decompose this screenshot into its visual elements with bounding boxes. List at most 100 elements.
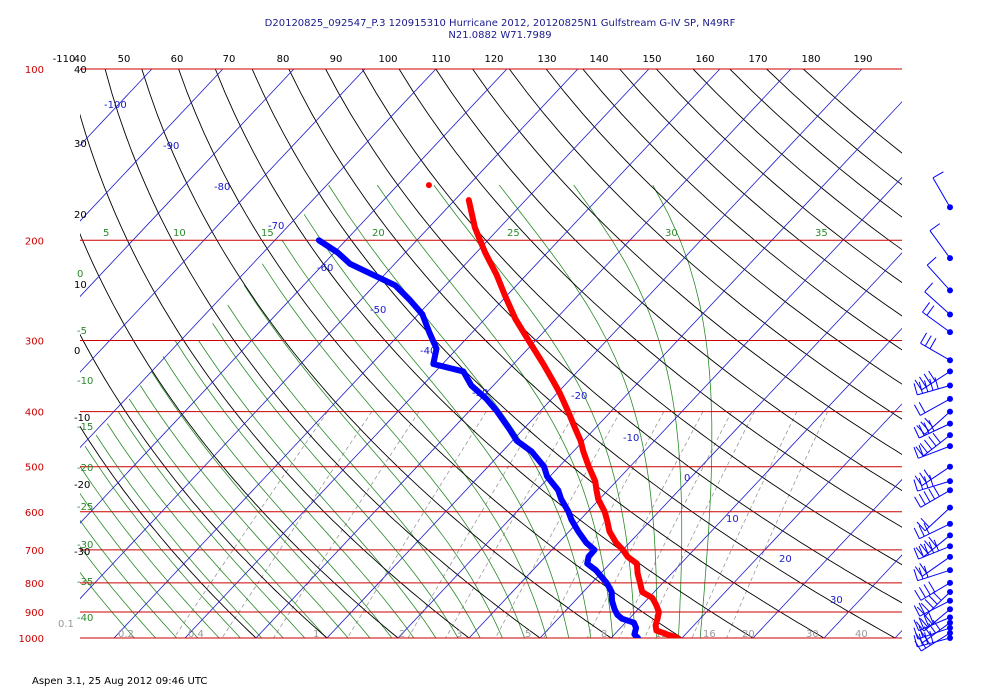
temperature-profile — [465, 197, 681, 638]
dry-adiabat — [398, 69, 902, 528]
wind-barb-staff — [929, 230, 951, 259]
mixing-ratio-line — [407, 411, 542, 638]
wind-barb — [913, 443, 953, 459]
wind-barb-staff — [922, 311, 951, 333]
wind-barb-staff — [924, 291, 951, 315]
wind-barb-staff — [920, 342, 951, 361]
wind-barb-feather — [924, 632, 929, 645]
isotherm — [468, 176, 902, 638]
wind-barb-feather — [924, 540, 933, 551]
mixing-ratio-label: 30 — [806, 629, 819, 640]
wind-barb-feather — [918, 477, 924, 490]
wind-barb-feather — [928, 595, 938, 605]
wind-barb-feather — [914, 379, 922, 391]
wind-barb-feather — [913, 569, 919, 581]
theta-tick-label: 110 — [431, 54, 450, 65]
mixing-ratio-line — [445, 411, 576, 638]
isotherm — [80, 69, 295, 298]
wind-barb-feather — [928, 581, 936, 593]
isotherm-label: 20 — [779, 554, 792, 565]
wind-barb-feather — [923, 543, 930, 556]
wind-barb-feather — [918, 493, 926, 505]
wind-barb — [914, 395, 953, 416]
wind-barb-feather — [916, 425, 926, 435]
isotherm — [539, 252, 902, 638]
wind-barb-feather — [923, 422, 930, 434]
wind-barb — [922, 302, 953, 336]
isotherm-label: -50 — [370, 305, 386, 316]
wind-barb-staff — [924, 411, 951, 435]
pressure-label: 200 — [25, 236, 44, 247]
wind-barb-feather — [923, 615, 930, 627]
wind-barb — [913, 420, 953, 439]
dry-adiabat-label: -15 — [77, 422, 93, 433]
pressure-label: 900 — [25, 608, 44, 619]
mixing-ratio-label: 40 — [855, 629, 868, 640]
wind-barb — [913, 520, 953, 540]
wind-barb-feather — [913, 605, 921, 617]
moist-adiabat — [328, 184, 592, 638]
wind-barb-feather — [928, 370, 936, 382]
isotherm-label: -80 — [214, 182, 230, 193]
wind-barb-feather — [913, 619, 920, 631]
moist-adiabat — [198, 340, 437, 638]
theta-tick-label: 60 — [171, 54, 184, 65]
dry-adiabat — [692, 69, 902, 251]
mixing-ratio-label: 3 — [456, 629, 462, 640]
mixing-ratio-label: 1 — [313, 629, 319, 640]
wind-barb — [913, 539, 953, 560]
isotherm-label: -70 — [268, 221, 284, 232]
wind-barb-staff — [923, 608, 951, 632]
theta-tick-label: -110 — [53, 54, 76, 65]
wind-barb-feather — [915, 446, 924, 457]
wind-barb-feather — [919, 442, 928, 454]
wind-barb-feather — [918, 633, 923, 646]
theta-tick-label: 70 — [223, 54, 236, 65]
pressure-label: 100 — [25, 65, 44, 76]
wind-barb-feather — [920, 332, 927, 344]
pressure-label: 300 — [25, 336, 44, 347]
dry-adiabat-label: -30 — [74, 547, 90, 558]
wind-barb-feather — [923, 565, 929, 578]
dry-adiabat — [80, 425, 257, 638]
wind-barb-feather — [923, 584, 931, 596]
wind-barb-feather — [929, 474, 934, 487]
isotherm-label: -20 — [571, 391, 587, 402]
moist-adiabat — [573, 184, 683, 638]
moist-adiabat — [227, 304, 481, 638]
moist-adiabat — [261, 263, 525, 638]
isotherm — [326, 69, 863, 638]
theta-tick-label: 100 — [378, 54, 397, 65]
isotherm-label: 30 — [830, 595, 843, 606]
dry-adiabat — [80, 113, 470, 638]
isotherm — [80, 69, 437, 449]
moist-adiabat — [243, 285, 503, 638]
wind-barb-feather — [919, 563, 928, 574]
wind-barb-feather — [932, 619, 941, 631]
mixing-ratio-line — [173, 411, 328, 638]
wind-barb-feather — [933, 539, 940, 552]
isotherm — [184, 69, 721, 638]
wind-barb — [926, 256, 953, 294]
wind-barb-feather — [922, 302, 930, 313]
pressure-label: 400 — [25, 408, 44, 419]
moist-adiabat — [652, 184, 713, 638]
dry-adiabat-label: 20 — [74, 210, 87, 221]
mixing-ratio-label: 0.1 — [58, 619, 74, 630]
dry-adiabat-label: 0 — [74, 346, 80, 357]
wind-barb — [913, 624, 953, 640]
theta-e-label: 30 — [665, 228, 678, 239]
pressure-label: 600 — [25, 508, 44, 519]
wind-barb-feather — [924, 599, 934, 609]
wind-barb-feather — [924, 614, 933, 625]
dry-adiabat — [582, 69, 902, 351]
mixing-ratio-line — [726, 411, 829, 638]
wind-barb-feather — [928, 613, 935, 625]
wind-barb-feather — [929, 338, 937, 349]
isotherm-label: -40 — [420, 346, 436, 357]
theta-tick-label: 140 — [589, 54, 608, 65]
mixing-ratio-line — [346, 411, 487, 638]
isotherm — [681, 403, 902, 638]
dry-adiabat-label: -10 — [77, 376, 93, 387]
